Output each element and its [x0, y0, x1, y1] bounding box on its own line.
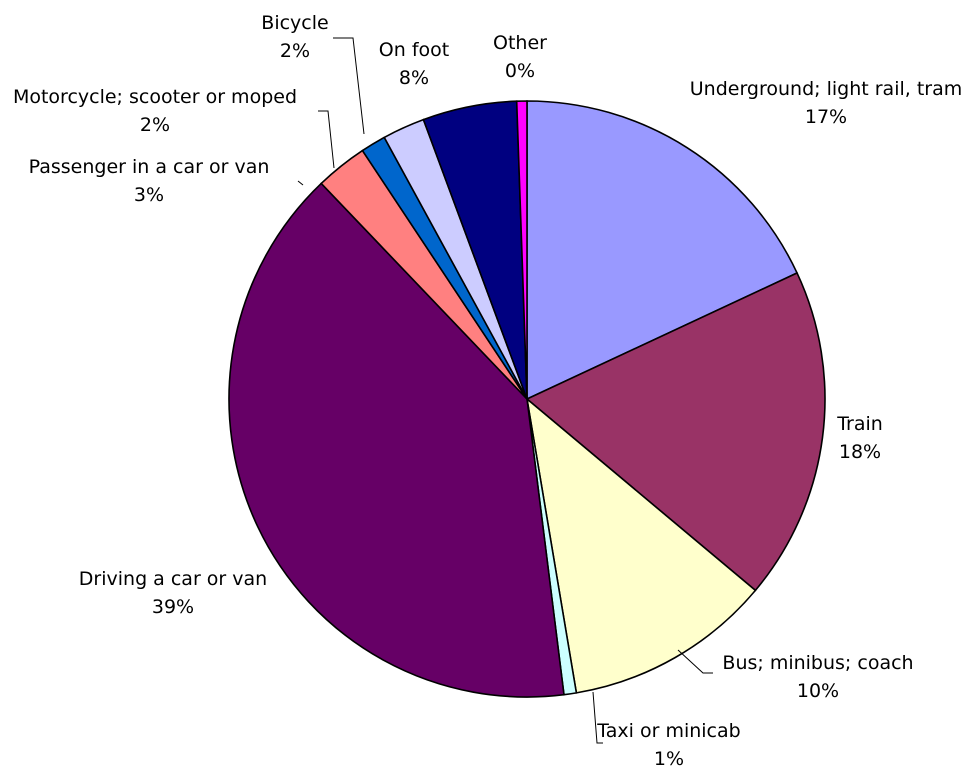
slice-label-6: Motorcycle; scooter or moped 2% [13, 86, 297, 136]
slice-label-8: On foot 8% [379, 39, 449, 89]
slice-category-4: Driving a car or van [79, 568, 267, 590]
slice-label-5: Passenger in a car or van 3% [29, 156, 270, 206]
slice-category-0: Underground; light rail, tram [690, 78, 963, 100]
slice-label-4: Driving a car or van 39% [79, 568, 267, 618]
pie-slice-2 [525, 396, 757, 694]
leader-line-7 [333, 37, 365, 135]
slice-percent-3: 1% [654, 748, 684, 767]
slice-category-1: Train [836, 413, 883, 435]
slice-label-7: Bicycle 2% [261, 12, 328, 62]
slice-label-3: Taxi or minicab 1% [596, 720, 740, 767]
slice-percent-1: 18% [839, 441, 881, 463]
leader-line-2 [677, 649, 713, 674]
leader-line-3 [592, 691, 603, 744]
slice-percent-5: 3% [134, 184, 164, 206]
slice-category-3: Taxi or minicab [596, 720, 740, 742]
pie-slice-0 [526, 100, 799, 401]
slice-category-2: Bus; minibus; coach [722, 652, 913, 674]
slice-percent-9: 0% [505, 60, 535, 82]
slice-category-9: Other [493, 32, 547, 54]
slice-percent-7: 2% [280, 40, 310, 62]
slice-label-1: Train 18% [836, 413, 883, 463]
slice-category-5: Passenger in a car or van [29, 156, 270, 178]
slice-label-0: Underground; light rail, tram 17% [690, 78, 963, 128]
slice-category-7: Bicycle [261, 12, 328, 34]
slice-percent-6: 2% [140, 114, 170, 136]
slice-label-9: Other 0% [493, 32, 547, 82]
pie-slice-4 [228, 182, 565, 698]
slice-label-2: Bus; minibus; coach 10% [722, 652, 913, 702]
slice-percent-8: 8% [399, 67, 429, 89]
slice-percent-2: 10% [797, 680, 839, 702]
slice-percent-0: 17% [805, 106, 847, 128]
leader-line-6 [318, 110, 335, 169]
pie-slice-9 [515, 100, 528, 400]
leader-line-5 [297, 180, 304, 186]
slice-category-6: Motorcycle; scooter or moped [13, 86, 297, 108]
slice-percent-4: 39% [152, 596, 194, 618]
slice-category-8: On foot [379, 39, 449, 61]
pie-slice-1 [525, 271, 826, 592]
